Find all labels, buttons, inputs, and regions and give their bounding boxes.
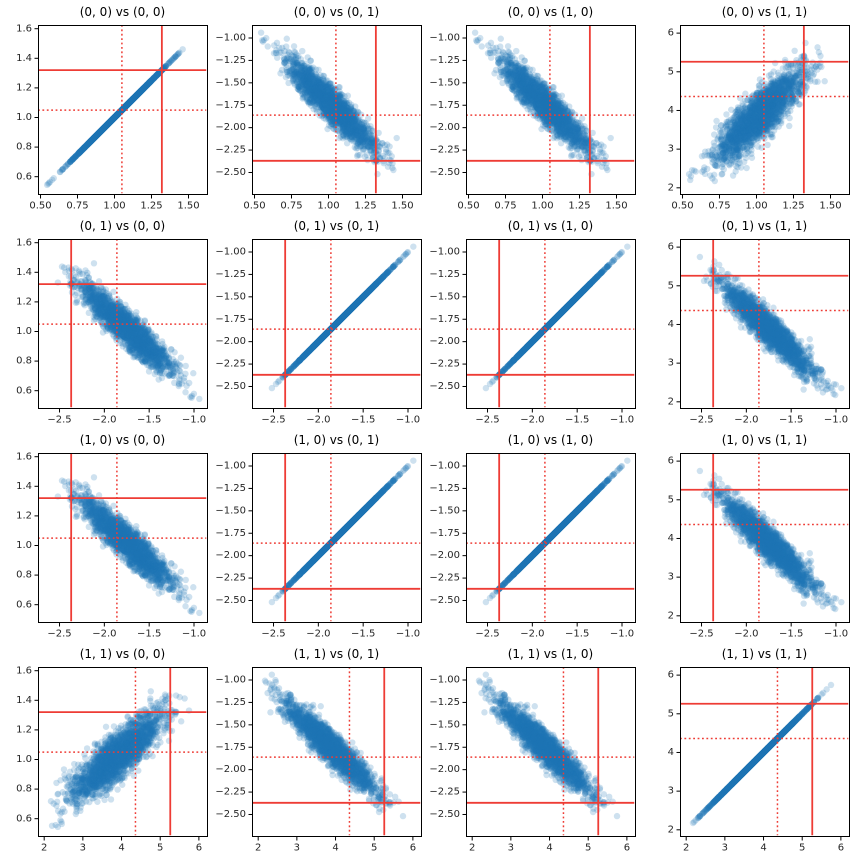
scatter-plot-canvas <box>428 23 642 215</box>
subplot-title: (0, 0) vs (1, 1) <box>721 5 808 19</box>
scatter-plot-canvas <box>642 237 856 429</box>
subplot-r1c1: (0, 1) vs (0, 1) <box>214 215 428 429</box>
subplot-title: (1, 0) vs (1, 0) <box>507 433 594 447</box>
subplot-title: (0, 1) vs (0, 1) <box>293 219 380 233</box>
scatter-plot-canvas <box>0 237 214 429</box>
subplot-r0c0: (0, 0) vs (0, 0) <box>0 1 214 215</box>
scatter-plot-canvas <box>214 451 428 643</box>
subplot-title: (1, 0) vs (0, 0) <box>79 433 166 447</box>
subplot-title: (1, 1) vs (0, 1) <box>293 647 380 661</box>
scatter-plot-canvas <box>428 451 642 643</box>
subplot-r3c2: (1, 1) vs (1, 0) <box>428 643 642 857</box>
scatter-plot-canvas <box>214 23 428 215</box>
scatter-plot-canvas <box>0 665 214 857</box>
subplot-r2c1: (1, 0) vs (0, 1) <box>214 429 428 643</box>
subplot-title: (1, 0) vs (1, 1) <box>721 433 808 447</box>
subplot-title: (1, 1) vs (1, 0) <box>507 647 594 661</box>
subplot-title: (0, 1) vs (0, 0) <box>79 219 166 233</box>
scatter-plot-canvas <box>428 665 642 857</box>
scatter-plot-canvas <box>642 23 856 215</box>
subplot-r0c2: (0, 0) vs (1, 0) <box>428 1 642 215</box>
subplot-r0c1: (0, 0) vs (0, 1) <box>214 1 428 215</box>
scatter-plot-canvas <box>0 451 214 643</box>
scatter-plot-canvas <box>214 237 428 429</box>
subplot-r2c2: (1, 0) vs (1, 0) <box>428 429 642 643</box>
subplot-title: (0, 1) vs (1, 0) <box>507 219 594 233</box>
subplot-r1c0: (0, 1) vs (0, 0) <box>0 215 214 429</box>
scatter-plot-canvas <box>642 451 856 643</box>
subplot-title: (0, 0) vs (1, 0) <box>507 5 594 19</box>
subplot-title: (0, 1) vs (1, 1) <box>721 219 808 233</box>
subplot-r2c0: (1, 0) vs (0, 0) <box>0 429 214 643</box>
scatter-plot-canvas <box>642 665 856 857</box>
subplot-r3c3: (1, 1) vs (1, 1) <box>642 643 856 857</box>
subplot-title: (1, 1) vs (0, 0) <box>79 647 166 661</box>
subplot-r3c1: (1, 1) vs (0, 1) <box>214 643 428 857</box>
scatter-plot-canvas <box>214 665 428 857</box>
subplot-title: (1, 1) vs (1, 1) <box>721 647 808 661</box>
subplot-r2c3: (1, 0) vs (1, 1) <box>642 429 856 643</box>
subplot-r3c0: (1, 1) vs (0, 0) <box>0 643 214 857</box>
subplot-title: (0, 0) vs (0, 1) <box>293 5 380 19</box>
scatter-plot-canvas <box>428 237 642 429</box>
subplot-title: (1, 0) vs (0, 1) <box>293 433 380 447</box>
scatter-plot-canvas <box>0 23 214 215</box>
subplot-r1c2: (0, 1) vs (1, 0) <box>428 215 642 429</box>
subplot-title: (0, 0) vs (0, 0) <box>79 5 166 19</box>
subplot-r0c3: (0, 0) vs (1, 1) <box>642 1 856 215</box>
subplot-r1c3: (0, 1) vs (1, 1) <box>642 215 856 429</box>
